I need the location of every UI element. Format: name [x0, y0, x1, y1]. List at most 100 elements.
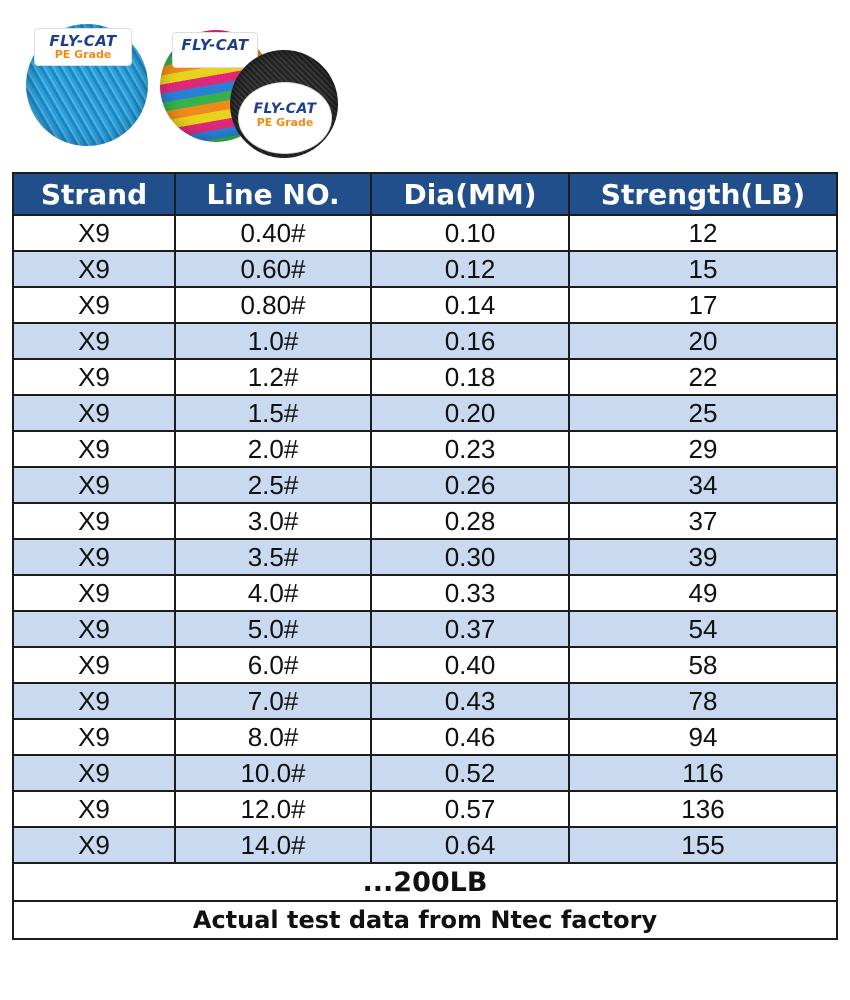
cell-line-no: 5.0# — [174, 610, 372, 648]
cell-line-no: 6.0# — [174, 646, 372, 684]
cell-strand: X9 — [12, 718, 176, 756]
header-line-no: Line NO. — [174, 172, 372, 216]
table-row: X9 0.40# 0.10 12 — [12, 214, 838, 252]
cell-strength: 78 — [568, 682, 838, 720]
cell-diameter: 0.28 — [370, 502, 570, 540]
brand-logo: FLY-CAT — [181, 36, 249, 54]
table-row: X9 0.80# 0.14 17 — [12, 286, 838, 324]
table-row: X9 2.5# 0.26 34 — [12, 466, 838, 504]
cell-strand: X9 — [12, 286, 176, 324]
table-header-row: Strand Line NO. Dia(MM) Strength(LB) — [12, 172, 838, 216]
cell-diameter: 0.10 — [370, 214, 570, 252]
cell-line-no: 0.60# — [174, 250, 372, 288]
table-row: X9 8.0# 0.46 94 — [12, 718, 838, 756]
cell-line-no: 8.0# — [174, 718, 372, 756]
cell-line-no: 10.0# — [174, 754, 372, 792]
cell-strength: 17 — [568, 286, 838, 324]
cell-line-no: 2.5# — [174, 466, 372, 504]
cell-strength: 37 — [568, 502, 838, 540]
cell-strength: 29 — [568, 430, 838, 468]
max-strength-text: ...200LB — [12, 862, 838, 902]
table-row: X9 1.0# 0.16 20 — [12, 322, 838, 360]
brand-logo: FLY-CAT — [253, 101, 317, 117]
cell-line-no: 1.0# — [174, 322, 372, 360]
table-row: X9 6.0# 0.40 58 — [12, 646, 838, 684]
cell-strength: 39 — [568, 538, 838, 576]
spool-label: FLY-CAT — [172, 32, 258, 68]
cell-diameter: 0.23 — [370, 430, 570, 468]
table-row: X9 14.0# 0.64 155 — [12, 826, 838, 864]
table-footer-max: ...200LB — [12, 862, 838, 902]
cell-strength: 22 — [568, 358, 838, 396]
cell-diameter: 0.43 — [370, 682, 570, 720]
table-row: X9 4.0# 0.33 49 — [12, 574, 838, 612]
cell-strand: X9 — [12, 250, 176, 288]
table-row: X9 12.0# 0.57 136 — [12, 790, 838, 828]
cell-strand: X9 — [12, 826, 176, 864]
cell-strand: X9 — [12, 790, 176, 828]
cell-diameter: 0.20 — [370, 394, 570, 432]
cell-line-no: 12.0# — [174, 790, 372, 828]
table-footer-note: Actual test data from Ntec factory — [12, 900, 838, 940]
cell-strength: 49 — [568, 574, 838, 612]
grade-text: PE Grade — [54, 48, 112, 61]
grade-text: PE Grade — [256, 116, 314, 129]
cell-line-no: 1.5# — [174, 394, 372, 432]
table-row: X9 5.0# 0.37 54 — [12, 610, 838, 648]
cell-strand: X9 — [12, 502, 176, 540]
cell-diameter: 0.52 — [370, 754, 570, 792]
cell-diameter: 0.46 — [370, 718, 570, 756]
cell-strength: 25 — [568, 394, 838, 432]
cell-strand: X9 — [12, 466, 176, 504]
cell-strand: X9 — [12, 394, 176, 432]
cell-diameter: 0.14 — [370, 286, 570, 324]
table-row: X9 1.2# 0.18 22 — [12, 358, 838, 396]
cell-strand: X9 — [12, 682, 176, 720]
cell-diameter: 0.16 — [370, 322, 570, 360]
cell-strength: 54 — [568, 610, 838, 648]
cell-strand: X9 — [12, 430, 176, 468]
header-diameter: Dia(MM) — [370, 172, 570, 216]
table-row: X9 2.0# 0.23 29 — [12, 430, 838, 468]
cell-strand: X9 — [12, 322, 176, 360]
cell-strand: X9 — [12, 754, 176, 792]
cell-diameter: 0.12 — [370, 250, 570, 288]
cell-strength: 155 — [568, 826, 838, 864]
table-row: X9 3.5# 0.30 39 — [12, 538, 838, 576]
header-strength: Strength(LB) — [568, 172, 838, 216]
cell-strength: 12 — [568, 214, 838, 252]
cell-line-no: 3.0# — [174, 502, 372, 540]
brand-logo: FLY-CAT — [49, 32, 117, 50]
cell-strand: X9 — [12, 610, 176, 648]
product-images: FLY-CAT PE Grade FLY-CAT FLY-CAT PE Grad… — [20, 20, 340, 160]
spool-label: FLY-CAT PE Grade — [34, 28, 132, 66]
cell-line-no: 2.0# — [174, 430, 372, 468]
cell-strength: 94 — [568, 718, 838, 756]
cell-strength: 116 — [568, 754, 838, 792]
cell-diameter: 0.26 — [370, 466, 570, 504]
cell-line-no: 14.0# — [174, 826, 372, 864]
cell-line-no: 0.80# — [174, 286, 372, 324]
table-row: X9 10.0# 0.52 116 — [12, 754, 838, 792]
cell-strand: X9 — [12, 646, 176, 684]
cell-line-no: 0.40# — [174, 214, 372, 252]
cell-strength: 58 — [568, 646, 838, 684]
cell-strand: X9 — [12, 574, 176, 612]
cell-diameter: 0.40 — [370, 646, 570, 684]
cell-strength: 136 — [568, 790, 838, 828]
cell-strand: X9 — [12, 214, 176, 252]
cell-diameter: 0.57 — [370, 790, 570, 828]
cell-diameter: 0.30 — [370, 538, 570, 576]
cell-diameter: 0.18 — [370, 358, 570, 396]
table-row: X9 0.60# 0.12 15 — [12, 250, 838, 288]
cell-diameter: 0.37 — [370, 610, 570, 648]
table-row: X9 7.0# 0.43 78 — [12, 682, 838, 720]
cell-strand: X9 — [12, 358, 176, 396]
table-row: X9 3.0# 0.28 37 — [12, 502, 838, 540]
cell-strength: 15 — [568, 250, 838, 288]
header-strand: Strand — [12, 172, 176, 216]
table-row: X9 1.5# 0.20 25 — [12, 394, 838, 432]
cell-line-no: 4.0# — [174, 574, 372, 612]
spec-table: Strand Line NO. Dia(MM) Strength(LB) X9 0… — [12, 172, 838, 940]
cell-strength: 20 — [568, 322, 838, 360]
